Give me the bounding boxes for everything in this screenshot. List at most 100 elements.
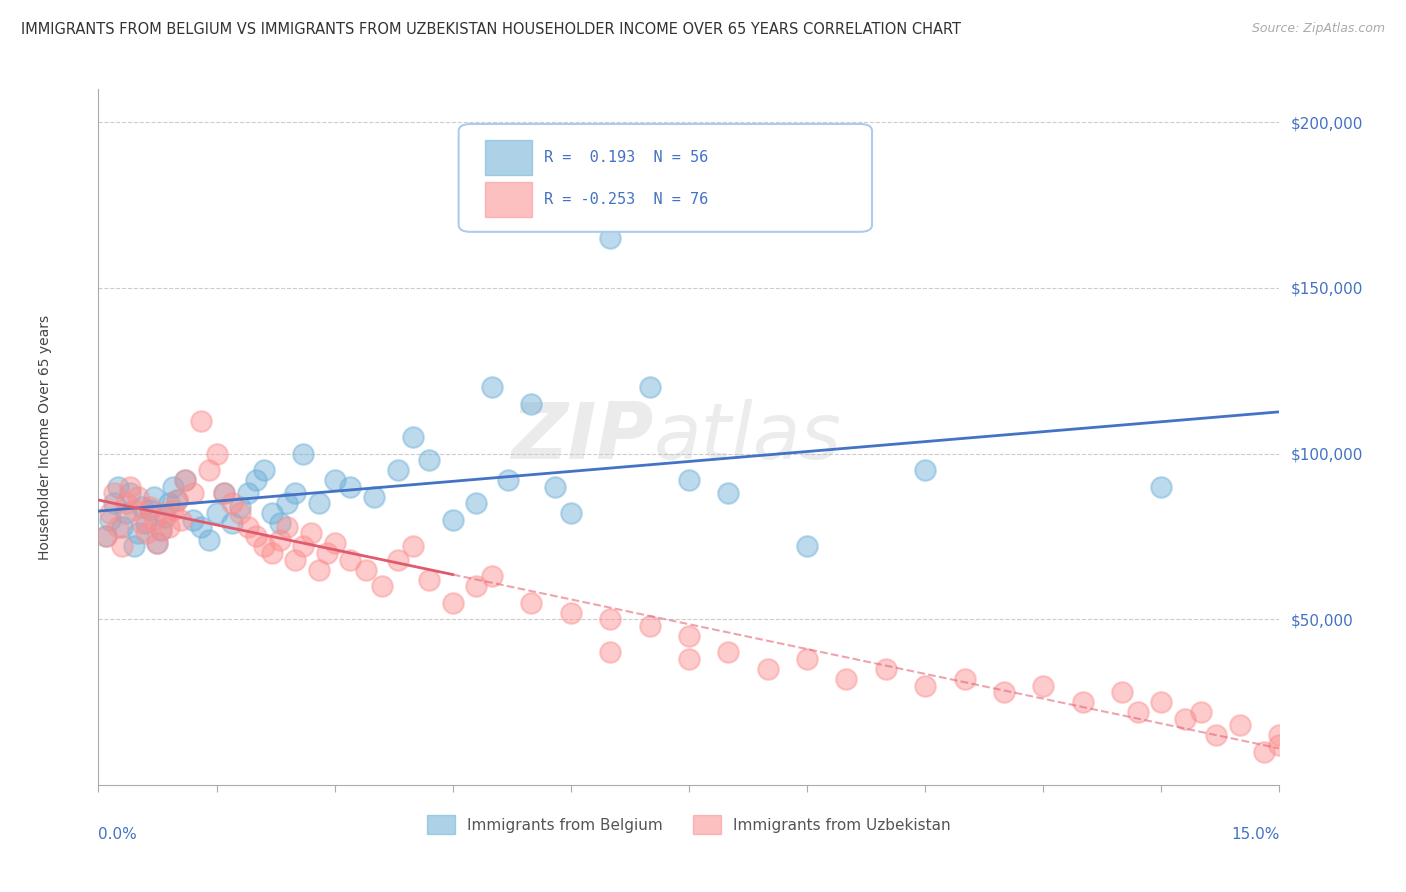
Point — [205, 506, 228, 520]
Point — [354, 563, 377, 577]
Point — [1071, 695, 1094, 709]
Point — [387, 552, 409, 566]
Point — [678, 652, 700, 666]
Point — [269, 533, 291, 547]
Point — [387, 463, 409, 477]
Point — [638, 380, 661, 394]
Point — [146, 536, 169, 550]
Point — [131, 516, 153, 531]
Point — [118, 480, 141, 494]
Point — [170, 513, 193, 527]
Point — [717, 486, 740, 500]
Point — [111, 540, 134, 554]
Point — [1229, 718, 1251, 732]
Point — [166, 493, 188, 508]
Text: R = -0.253  N = 76: R = -0.253 N = 76 — [544, 192, 709, 207]
Point — [269, 516, 291, 531]
Point — [292, 447, 315, 461]
Point — [875, 662, 897, 676]
Point — [181, 486, 204, 500]
Point — [914, 679, 936, 693]
Point — [103, 496, 125, 510]
Point — [1268, 738, 1291, 752]
Point — [229, 506, 252, 520]
Point — [107, 480, 129, 494]
Point — [363, 490, 385, 504]
Point — [131, 500, 153, 514]
Point — [678, 473, 700, 487]
Point — [599, 612, 621, 626]
Point — [276, 519, 298, 533]
Point — [599, 645, 621, 659]
Point — [953, 672, 976, 686]
Point — [1253, 745, 1275, 759]
Point — [315, 546, 337, 560]
Point — [560, 506, 582, 520]
Point — [236, 519, 259, 533]
Point — [245, 529, 267, 543]
Point — [107, 519, 129, 533]
Point — [205, 447, 228, 461]
Point — [181, 513, 204, 527]
Point — [1111, 685, 1133, 699]
Point — [229, 500, 252, 514]
Point — [441, 513, 464, 527]
Point — [245, 473, 267, 487]
Point — [835, 672, 858, 686]
Point — [599, 231, 621, 245]
Point — [96, 529, 118, 543]
Point — [465, 496, 488, 510]
Point — [1189, 705, 1212, 719]
Point — [98, 513, 121, 527]
Point — [157, 519, 180, 533]
Point — [138, 503, 160, 517]
Point — [1032, 679, 1054, 693]
Point — [560, 606, 582, 620]
Point — [197, 533, 219, 547]
Point — [127, 490, 149, 504]
Point — [150, 523, 173, 537]
Text: Source: ZipAtlas.com: Source: ZipAtlas.com — [1251, 22, 1385, 36]
Point — [1126, 705, 1149, 719]
Point — [481, 380, 503, 394]
FancyBboxPatch shape — [458, 124, 872, 232]
Point — [174, 473, 197, 487]
Point — [122, 503, 145, 517]
Point — [481, 569, 503, 583]
Text: IMMIGRANTS FROM BELGIUM VS IMMIGRANTS FROM UZBEKISTAN HOUSEHOLDER INCOME OVER 65: IMMIGRANTS FROM BELGIUM VS IMMIGRANTS FR… — [21, 22, 962, 37]
Point — [115, 506, 138, 520]
Point — [253, 463, 276, 477]
Point — [221, 516, 243, 531]
Text: Householder Income Over 65 years: Householder Income Over 65 years — [38, 315, 52, 559]
Point — [221, 496, 243, 510]
Point — [299, 526, 322, 541]
Point — [260, 546, 283, 560]
Point — [162, 503, 184, 517]
Point — [138, 500, 160, 514]
Point — [1150, 695, 1173, 709]
Point — [993, 685, 1015, 699]
Point — [1205, 728, 1227, 742]
Point — [308, 563, 330, 577]
Point — [418, 453, 440, 467]
Point — [214, 486, 236, 500]
Point — [1174, 712, 1197, 726]
Point — [115, 496, 138, 510]
Point — [157, 496, 180, 510]
Point — [284, 486, 307, 500]
Point — [323, 536, 346, 550]
Point — [402, 430, 425, 444]
Point — [166, 493, 188, 508]
Point — [135, 516, 157, 531]
Point — [371, 579, 394, 593]
Point — [190, 413, 212, 427]
Point — [638, 619, 661, 633]
Text: R =  0.193  N = 56: R = 0.193 N = 56 — [544, 150, 709, 165]
Point — [214, 486, 236, 500]
Point — [1150, 480, 1173, 494]
Point — [465, 579, 488, 593]
Point — [756, 662, 779, 676]
Point — [678, 629, 700, 643]
Point — [339, 480, 361, 494]
Point — [111, 519, 134, 533]
